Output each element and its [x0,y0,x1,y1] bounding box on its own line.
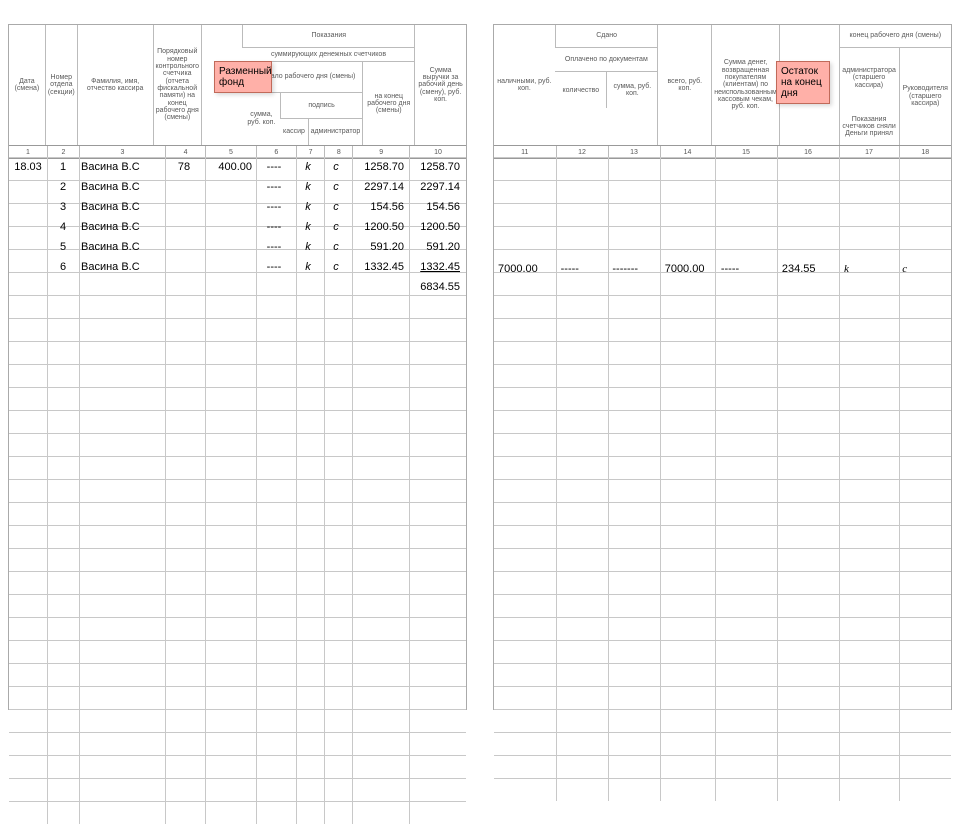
table-row: 7000.00------------7000.00-----234.55kc [496,259,949,279]
left-data-overlay: 18.031Васина В.С78400.00----kc1258.70125… [9,157,462,297]
table-row: 5Васина В.С----kc591.20591.20 [9,237,462,257]
right-header: наличными, руб. коп.Сдановсего, руб. коп… [494,25,951,146]
table-row: 18.031Васина В.С78400.00----kc1258.70125… [9,157,462,177]
page-root: Дата (смена)Номер отдела (секции)Фамилия… [0,0,960,720]
table-row: 6Васина В.С----kc1332.451332.45 [9,257,462,277]
right-data-overlay: 7000.00------------7000.00-----234.55kc [494,257,951,281]
callout-end-balance: Остаток на конец дня [776,61,830,104]
sheet-left: Дата (смена)Номер отдела (секции)Фамилия… [8,24,467,710]
callout-exchange-fund: Разменный фонд [214,61,272,93]
table-row: 3Васина В.С----kc154.56154.56 [9,197,462,217]
right-grid [494,157,951,709]
table-row: 4Васина В.С----kc1200.501200.50 [9,217,462,237]
sheet-right: наличными, руб. коп.Сдановсего, руб. коп… [493,24,952,710]
table-row: 2Васина В.С----kc2297.142297.14 [9,177,462,197]
total-row: 6834.55 [9,277,462,297]
